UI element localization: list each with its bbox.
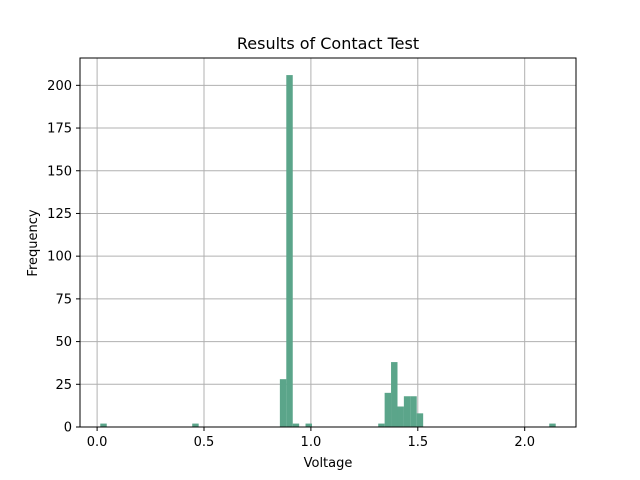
x-tick-label: 2.0 — [514, 435, 535, 450]
histogram-bar — [305, 423, 312, 427]
histogram-bar — [279, 379, 287, 427]
y-tick-label: 175 — [47, 122, 72, 137]
y-tick-label: 100 — [47, 250, 72, 265]
histogram-bar — [391, 362, 398, 427]
histogram-bar — [397, 406, 404, 427]
chart-title: Results of Contact Test — [237, 34, 419, 53]
y-tick-label: 200 — [47, 79, 72, 94]
histogram-bar — [100, 423, 107, 427]
x-tick-label: 1.0 — [301, 435, 322, 450]
y-axis-label: Frequency — [26, 209, 41, 276]
y-tick-label: 25 — [55, 378, 72, 393]
x-tick-label: 0.0 — [87, 435, 108, 450]
y-tick-label: 0 — [64, 421, 72, 436]
histogram-bar — [192, 423, 199, 427]
y-axis-ticks: 0 25 50 75 100 125 150 175 200 — [47, 79, 80, 436]
histogram-bar — [410, 396, 417, 427]
y-tick-label: 50 — [55, 335, 72, 350]
plot-frame — [79, 57, 577, 428]
x-axis-ticks: 0.0 0.5 1.0 1.5 2.0 — [87, 427, 535, 450]
histogram-bar — [286, 75, 293, 427]
x-tick-label: 0.5 — [194, 435, 215, 450]
x-tick-label: 1.5 — [407, 435, 428, 450]
histogram-bar — [549, 423, 556, 427]
bars-group — [100, 75, 556, 427]
histogram-bar — [384, 392, 392, 427]
histogram-bar — [403, 396, 411, 427]
histogram-bar — [378, 423, 385, 427]
y-tick-label: 150 — [47, 164, 72, 179]
y-tick-label: 75 — [55, 292, 72, 307]
x-axis-label: Voltage — [304, 456, 353, 471]
y-tick-label: 125 — [47, 207, 72, 222]
histogram-bar — [416, 413, 424, 427]
histogram-bar — [292, 423, 300, 427]
